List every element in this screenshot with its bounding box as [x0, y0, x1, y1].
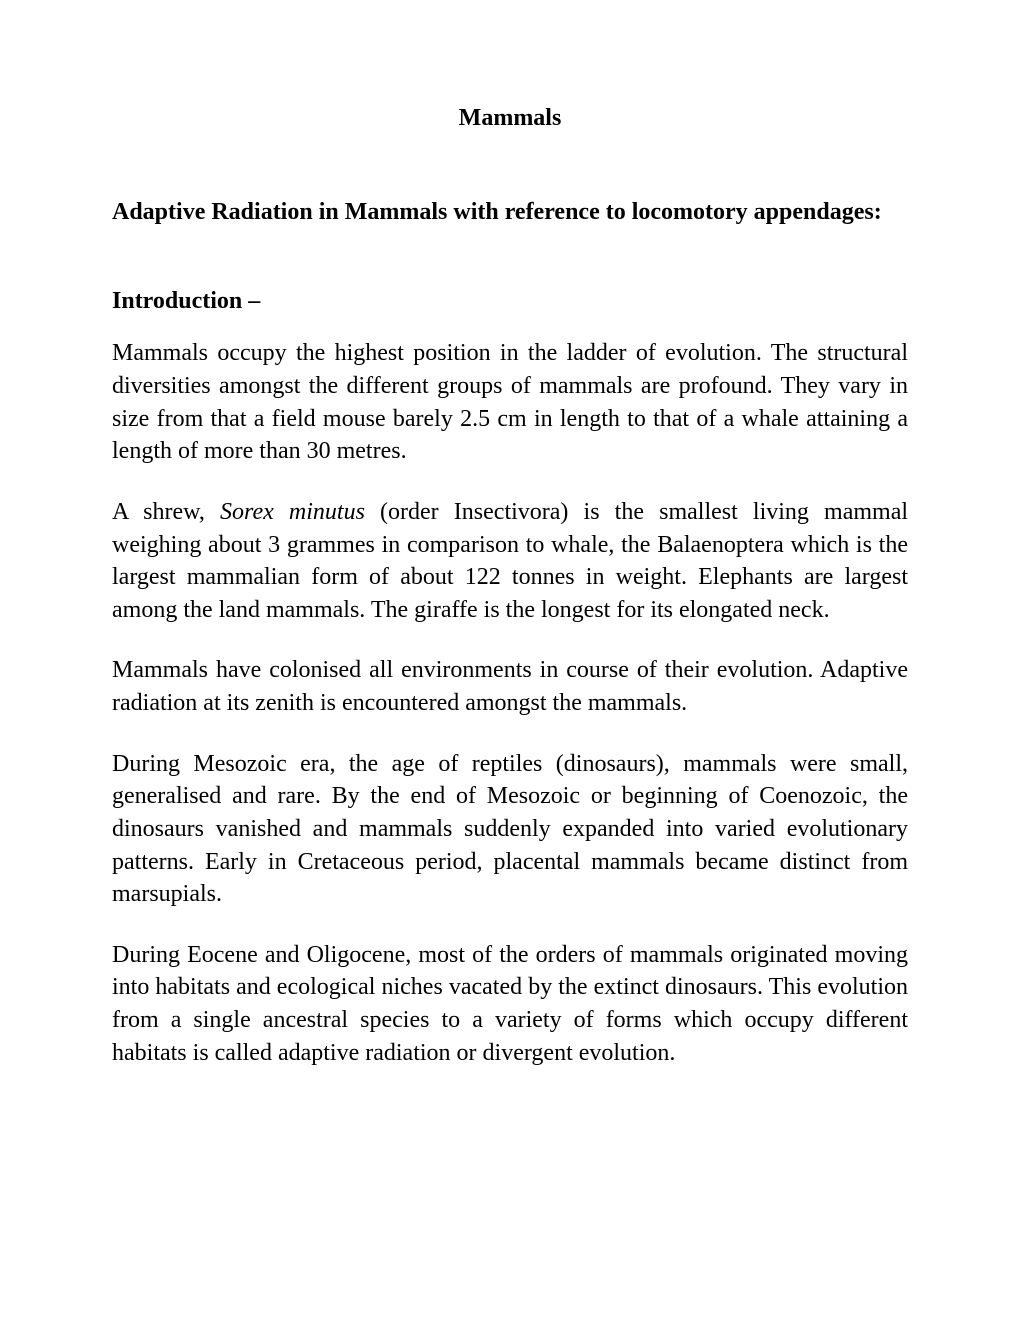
paragraph-3: Mammals have colonised all environments …: [112, 654, 908, 719]
paragraph-2: A shrew, Sorex minutus (order Insectivor…: [112, 496, 908, 627]
species-name-italic: Sorex minutus: [220, 499, 365, 525]
section-heading-introduction: Introduction –: [112, 288, 908, 315]
paragraph-5: During Eocene and Oligocene, most of the…: [112, 939, 908, 1070]
document-title: Mammals: [112, 105, 908, 132]
paragraph-1: Mammals occupy the highest position in t…: [112, 337, 908, 468]
paragraph-2-text-a: A shrew,: [112, 499, 220, 525]
document-subtitle: Adaptive Radiation in Mammals with refer…: [112, 196, 908, 228]
paragraph-4: During Mesozoic era, the age of reptiles…: [112, 748, 908, 911]
